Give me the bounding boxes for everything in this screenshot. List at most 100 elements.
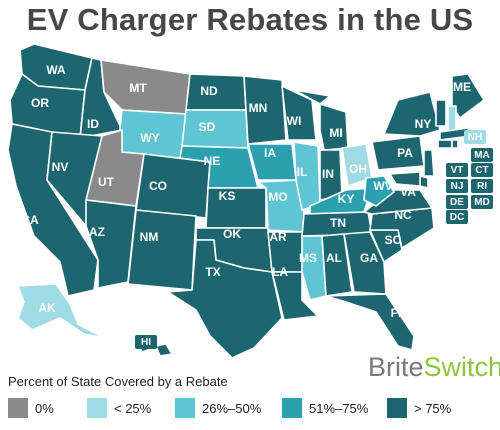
state-label-in: IN xyxy=(322,167,334,181)
state-label-nc: NC xyxy=(394,208,412,222)
state-wv xyxy=(363,175,395,207)
state-md xyxy=(389,171,421,187)
legend-item-3: 51%–75% xyxy=(282,398,368,418)
state-nm xyxy=(127,209,197,291)
state-ri xyxy=(451,139,459,149)
state-mi xyxy=(293,89,349,151)
state-label-md: MD xyxy=(474,197,490,208)
legend-item-1: < 25% xyxy=(87,398,151,418)
state-label-me: ME xyxy=(453,80,471,94)
state-label-vt: VT xyxy=(451,165,464,176)
legend-swatch-1 xyxy=(87,398,107,418)
state-nh xyxy=(447,105,457,133)
state-box-dc xyxy=(446,210,468,224)
state-label-ms: MS xyxy=(299,251,317,265)
state-label-sd: SD xyxy=(199,120,216,134)
state-label-mi: MI xyxy=(329,126,342,140)
legend: 0% < 25% 26%–50% 51%–75% > 75% xyxy=(8,398,498,418)
state-label-ok: OK xyxy=(223,227,241,241)
state-ks xyxy=(205,187,267,229)
legend-label-1: < 25% xyxy=(114,400,152,416)
legend-item-4: > 75% xyxy=(387,398,451,418)
state-label-mo: MO xyxy=(268,190,287,204)
legend-swatch-3 xyxy=(282,398,302,418)
legend-item-2: 26%–50% xyxy=(175,398,261,418)
legend-label-2: 26%–50% xyxy=(202,400,262,416)
state-label-ct: CT xyxy=(475,165,488,176)
state-label-id: ID xyxy=(87,117,99,131)
state-box-de xyxy=(446,195,468,209)
state-label-ks: KS xyxy=(219,189,236,203)
state-label-ky: KY xyxy=(338,192,355,206)
state-label-ga: GA xyxy=(360,251,378,265)
state-mn xyxy=(243,75,287,145)
state-al xyxy=(321,233,353,297)
state-label-ut: UT xyxy=(98,175,115,189)
state-nj xyxy=(423,149,435,177)
state-label-il: IL xyxy=(297,165,308,179)
map-title: EV Charger Rebates in the US xyxy=(26,2,474,37)
state-label-oh: OH xyxy=(349,162,367,176)
state-label-nm: NM xyxy=(140,230,159,244)
state-label-ar: AR xyxy=(269,230,287,244)
state-label-de: DE xyxy=(450,197,464,208)
brand-part2: Switch xyxy=(423,352,500,382)
state-box-nh xyxy=(464,130,486,144)
state-label-ny: NY xyxy=(415,117,432,131)
state-label-va: VA xyxy=(400,185,416,199)
legend-swatch-0 xyxy=(8,398,28,418)
state-label-sc: SC xyxy=(385,233,402,247)
state-label-dc: DC xyxy=(450,212,464,223)
state-label-la: LA xyxy=(272,265,288,279)
legend-item-0: 0% xyxy=(8,398,54,418)
state-label-nj: NJ xyxy=(451,181,464,192)
state-box-md xyxy=(471,195,493,209)
state-label-az: AZ xyxy=(89,225,105,239)
state-label-mn: MN xyxy=(249,101,268,115)
state-label-wa: WA xyxy=(46,63,66,77)
state-label-nv: NV xyxy=(52,160,69,174)
state-label-hi: HI xyxy=(141,337,151,348)
state-label-nd: ND xyxy=(200,84,218,98)
legend-swatch-4 xyxy=(387,398,407,418)
state-box-hi xyxy=(135,335,157,349)
state-box-ct xyxy=(471,163,493,177)
state-ms xyxy=(301,235,327,301)
state-label-ri: RI xyxy=(477,181,487,192)
state-box-ma xyxy=(471,148,493,162)
state-label-ia: IA xyxy=(264,146,276,160)
state-box-ri xyxy=(471,179,493,193)
state-label-ca: CA xyxy=(21,213,39,227)
state-label-wi: WI xyxy=(287,114,302,128)
state-label-wy: WY xyxy=(140,131,159,145)
state-de xyxy=(419,175,429,189)
legend-label-3: 51%–75% xyxy=(309,400,369,416)
state-label-al: AL xyxy=(326,251,342,265)
state-label-ne: NE xyxy=(204,154,221,168)
state-box-nj xyxy=(446,179,468,193)
state-label-tn: TN xyxy=(330,216,346,230)
state-ak xyxy=(17,283,105,339)
state-ga xyxy=(343,231,387,295)
state-tx xyxy=(167,239,283,359)
briteswitch-logo: BriteSwitch xyxy=(368,352,500,383)
state-ny xyxy=(383,91,441,137)
state-fl xyxy=(325,293,415,351)
state-label-tx: TX xyxy=(205,265,220,279)
legend-label-4: > 75% xyxy=(414,400,452,416)
state-label-pa: PA xyxy=(397,146,413,160)
state-mo xyxy=(257,179,307,233)
state-vt xyxy=(435,99,447,127)
state-label-nh: NH xyxy=(468,132,482,143)
state-label-fl: FL xyxy=(391,306,406,320)
legend-swatch-2 xyxy=(175,398,195,418)
state-label-ma: MA xyxy=(474,150,490,161)
state-co xyxy=(135,153,211,219)
legend-title: Percent of State Covered by a Rebate xyxy=(8,374,228,389)
state-label-co: CO xyxy=(149,179,167,193)
state-label-ak: AK xyxy=(38,301,56,315)
state-box-vt xyxy=(446,163,468,177)
state-me xyxy=(451,73,485,119)
state-label-wv: WV xyxy=(373,179,392,193)
state-wi xyxy=(281,85,317,141)
